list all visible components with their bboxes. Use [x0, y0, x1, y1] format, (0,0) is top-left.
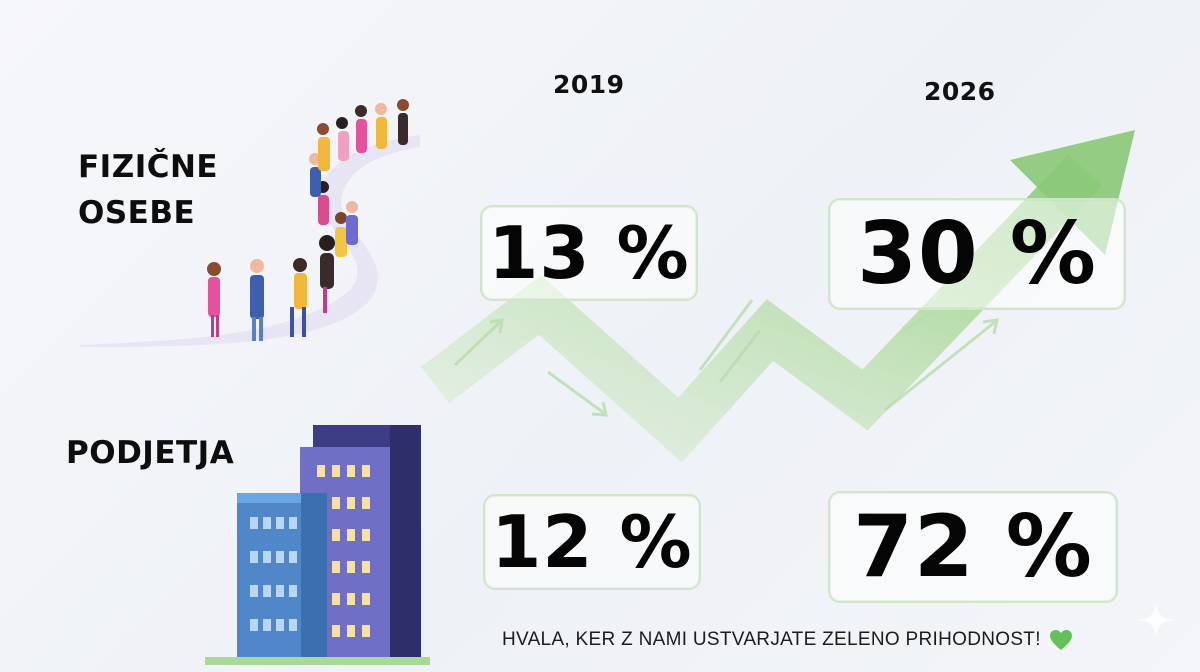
year-2019-header: 2019 — [553, 70, 625, 99]
individuals-2019-value: 13 % — [480, 205, 698, 301]
footer-message: HVALA, KER Z NAMI USTVARJATE ZELENO PRIH… — [502, 629, 1073, 651]
individuals-label-line1: FIZIČNE — [78, 149, 219, 185]
companies-2026-value: 72 % — [828, 491, 1118, 603]
companies-2019-value: 12 % — [483, 494, 701, 590]
person-figures — [207, 99, 409, 341]
people-queue-illustration — [80, 99, 420, 347]
green-heart-icon — [1049, 630, 1072, 650]
individuals-2026-value: 30 % — [828, 198, 1126, 310]
individuals-label-line2: OSEBE — [78, 195, 196, 231]
sparkle-icon — [1138, 602, 1174, 638]
companies-label: PODJETJA — [66, 435, 235, 471]
buildings-illustration — [205, 425, 430, 665]
footer-text: HVALA, KER Z NAMI USTVARJATE ZELENO PRIH… — [502, 629, 1041, 650]
year-2026-header: 2026 — [924, 77, 996, 106]
individuals-label: FIZIČNE OSEBE — [78, 144, 218, 236]
